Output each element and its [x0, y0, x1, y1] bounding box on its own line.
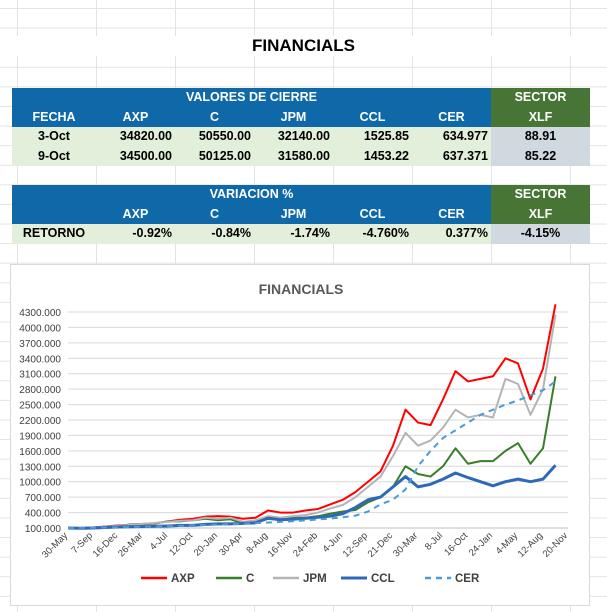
chart-svg: FINANCIALS 4300.000 4000.000 3700.000 3400.… — [19, 281, 571, 585]
col-header: AXP — [96, 107, 175, 127]
table-cell: 34820.00 — [96, 127, 175, 147]
page-title: FINANCIALS — [0, 36, 607, 56]
col-header: C — [175, 107, 254, 127]
x-tick-label: 8-Jul — [423, 530, 445, 552]
col-header: CCL — [333, 107, 412, 127]
x-tick-label: 26-Mar — [116, 530, 145, 559]
x-tick-label: 12-Oct — [167, 530, 195, 558]
variation-group-header: VARIACION % — [12, 185, 491, 205]
x-tick-label: 30-Apr — [217, 530, 245, 558]
y-tick-label: 3100.000 — [19, 370, 61, 381]
y-tick-label: 4300.000 — [19, 308, 61, 319]
table-cell: 31580.00 — [254, 146, 333, 166]
col-header: JPM — [254, 107, 333, 127]
y-tick-label: 3700.000 — [19, 339, 61, 350]
y-tick-label: 3400.000 — [19, 354, 61, 365]
table-cell: 637.371 — [412, 146, 491, 166]
x-tick-label: 24-Feb — [291, 530, 320, 559]
table-cell: -0.92% — [96, 224, 175, 244]
x-tick-label: 16-Nov — [266, 530, 296, 560]
legend-label-axp: AXP — [171, 573, 195, 585]
financials-chart[interactable]: FINANCIALS 4300.000 4000.000 3700.000 3400.… — [10, 264, 590, 606]
table-cell: 634.977 — [412, 127, 491, 147]
table-cell: -4.760% — [333, 224, 412, 244]
col-header: AXP — [96, 204, 175, 224]
legend-label-c: C — [246, 573, 254, 585]
y-tick-label: 100.000 — [25, 524, 62, 535]
y-tick-label: 1300.000 — [19, 462, 61, 473]
closing-group-header: VALORES DE CIERRE — [12, 88, 491, 108]
legend-label-jpm: JPM — [303, 573, 327, 585]
series-line-c — [68, 376, 557, 529]
x-tick-label: 12-Sep — [341, 530, 370, 559]
x-tick-label: 20-Nov — [541, 530, 571, 560]
table-cell: 85.22 — [491, 146, 590, 166]
table-cell: 9-Oct — [12, 146, 96, 166]
table-cell: 50125.00 — [175, 146, 254, 166]
table-cell: 50550.00 — [175, 127, 254, 147]
variation-table: VARIACION % SECTOR AXP C JPM CCL CER XLF… — [12, 185, 590, 244]
col-header: FECHA — [12, 107, 96, 127]
legend-label-cer: CER — [455, 573, 480, 585]
col-header: XLF — [491, 204, 590, 224]
table-cell: 32140.00 — [254, 127, 333, 147]
sector-header: SECTOR — [491, 88, 590, 108]
col-header — [12, 204, 96, 224]
sector-header: SECTOR — [491, 185, 590, 205]
y-tick-label: 700.000 — [25, 493, 62, 504]
y-tick-label: 2800.000 — [19, 385, 61, 396]
col-header: CER — [412, 204, 491, 224]
table-cell: 34500.00 — [96, 146, 175, 166]
chart-title: FINANCIALS — [259, 281, 344, 297]
table-cell: 1453.22 — [333, 146, 412, 166]
y-tick-label: 400.000 — [25, 509, 62, 520]
x-tick-label: 30-Mar — [391, 530, 420, 559]
y-tick-label: 1900.000 — [19, 431, 61, 442]
col-header: CER — [412, 107, 491, 127]
closing-values-table: VALORES DE CIERRE SECTOR FECHA AXP C JPM… — [12, 88, 590, 166]
table-cell: 88.91 — [491, 127, 590, 147]
y-tick-label: 2200.000 — [19, 416, 61, 427]
table-cell: -0.84% — [175, 224, 254, 244]
x-tick-label: 12-Aug — [516, 530, 545, 559]
x-tick-label: 24-Jan — [467, 530, 495, 558]
x-tick-label: 16-Oct — [442, 530, 470, 558]
x-tick-label: 16-Dec — [91, 530, 121, 560]
series-line-cer — [67, 380, 557, 529]
legend-label-ccl: CCL — [371, 573, 395, 585]
table-cell: 0.377% — [412, 224, 491, 244]
col-header: JPM — [254, 204, 333, 224]
y-tick-label: 1000.000 — [19, 478, 61, 489]
table-cell: -4.15% — [491, 224, 590, 244]
y-tick-label: 1600.000 — [19, 447, 61, 458]
col-header: CCL — [333, 204, 412, 224]
col-header: XLF — [491, 107, 590, 127]
x-tick-label: 20-Jan — [192, 530, 220, 558]
series-line-jpm — [68, 314, 557, 529]
table-cell: -1.74% — [254, 224, 333, 244]
table-cell: 3-Oct — [12, 127, 96, 147]
table-cell: 1525.85 — [333, 127, 412, 147]
y-tick-label: 2500.000 — [19, 401, 61, 412]
x-tick-label: 21-Dec — [366, 530, 396, 560]
y-tick-label: 4000.000 — [19, 323, 61, 334]
x-tick-label: 4-Jul — [148, 530, 170, 552]
col-header: C — [175, 204, 254, 224]
table-cell: RETORNO — [12, 224, 96, 244]
